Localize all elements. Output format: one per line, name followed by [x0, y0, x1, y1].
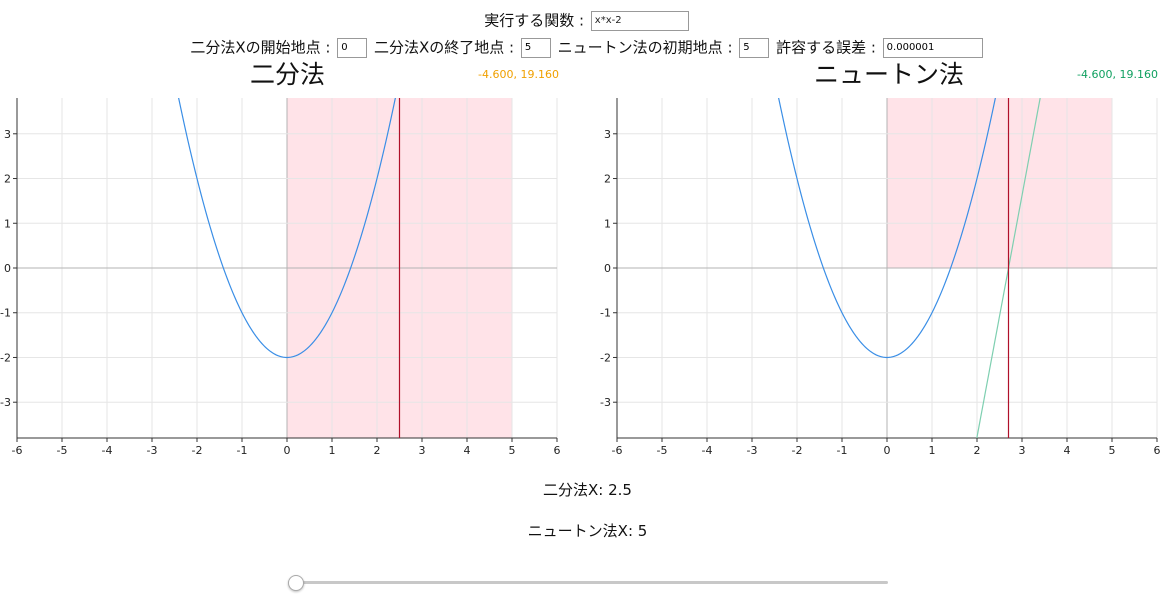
- x-tick-label: 6: [554, 444, 561, 457]
- x-tick-label: -3: [147, 444, 158, 457]
- y-tick-label: -3: [600, 396, 611, 409]
- x-tick-label: -6: [12, 444, 23, 457]
- x-tick-label: -5: [57, 444, 68, 457]
- x-tick-label: 6: [1154, 444, 1161, 457]
- bisect-result: 二分法X: 2.5: [543, 481, 632, 499]
- x-tick-label: 4: [1064, 444, 1071, 457]
- x-tick-label: 5: [1109, 444, 1116, 457]
- bisect-chart-title: 二分法: [250, 60, 326, 89]
- x-tick-label: -6: [612, 444, 623, 457]
- x-tick-label: -4: [702, 444, 713, 457]
- x-tick-label: 5: [509, 444, 516, 457]
- y-tick-label: 3: [604, 128, 611, 141]
- newton-chart[interactable]: -6 -5 -4 -3 -2 -1 0 1 2 3 4 5 6 3 2 1 0 -1 -2 -3: [600, 88, 1165, 458]
- x-tick-label: -3: [747, 444, 758, 457]
- tolerance-label: 許容する誤差 :: [776, 38, 876, 57]
- function-row: 実行する関数 :: [0, 9, 1175, 32]
- x-tick-label: 1: [929, 444, 936, 457]
- bisect-coord-readout: -4.600, 19.160: [478, 68, 559, 81]
- newton-result: ニュートン法X: 5: [527, 522, 648, 540]
- y-tick-label: 3: [4, 128, 11, 141]
- function-input[interactable]: [590, 10, 689, 31]
- x-tick-label: -1: [837, 444, 848, 457]
- y-tick-label: 0: [4, 262, 11, 275]
- y-tick-label: 1: [4, 217, 11, 230]
- newton-chart-title: ニュートン法: [814, 60, 965, 89]
- newton-init-input[interactable]: [739, 37, 770, 58]
- y-tick-label: -2: [0, 351, 11, 364]
- newton-init-label: ニュートン法の初期地点 :: [557, 38, 733, 57]
- x-tick-label: -4: [102, 444, 113, 457]
- bisect-start-input[interactable]: [337, 37, 368, 58]
- x-tick-label: -5: [657, 444, 668, 457]
- x-tick-label: 3: [1019, 444, 1026, 457]
- function-curve: [178, 98, 396, 359]
- x-tick-label: 4: [464, 444, 471, 457]
- x-tick-label: 1: [329, 444, 336, 457]
- y-tick-label: -1: [0, 307, 11, 320]
- x-tick-label: 2: [974, 444, 981, 457]
- function-label: 実行する関数 :: [484, 11, 585, 30]
- x-tick-label: -2: [192, 444, 203, 457]
- y-tick-label: 1: [604, 217, 611, 230]
- iteration-slider[interactable]: [288, 574, 888, 594]
- bisect-end-label: 二分法Xの終了地点 :: [374, 38, 515, 57]
- x-tick-label: -1: [237, 444, 248, 457]
- tolerance-input[interactable]: [882, 37, 983, 58]
- bisect-start-label: 二分法Xの開始地点 :: [190, 38, 331, 57]
- function-curve: [778, 98, 996, 359]
- slider-thumb[interactable]: [288, 575, 304, 591]
- shaded-interval: [887, 98, 1112, 268]
- bisect-chart[interactable]: -6 -5 -4 -3 -2 -1 0 1 2 3 4 5 6 3 2 1 0 -1 -2 -3: [0, 88, 565, 458]
- parameters-row: 二分法Xの開始地点 : 二分法Xの終了地点 : ニュートン法の初期地点 : 許容…: [0, 36, 1175, 59]
- y-tick-label: -2: [600, 351, 611, 364]
- y-tick-label: 0: [604, 262, 611, 275]
- newton-coord-readout: -4.600, 19.160: [1077, 68, 1158, 81]
- slider-track[interactable]: [288, 581, 888, 584]
- y-tick-label: 2: [4, 173, 11, 186]
- y-tick-label: -3: [0, 396, 11, 409]
- x-tick-label: 0: [884, 444, 891, 457]
- x-tick-label: 3: [419, 444, 426, 457]
- x-tick-label: -2: [792, 444, 803, 457]
- y-tick-label: 2: [604, 173, 611, 186]
- bisect-end-input[interactable]: [520, 37, 551, 58]
- x-tick-label: 2: [374, 444, 381, 457]
- y-tick-label: -1: [600, 307, 611, 320]
- x-tick-label: 0: [284, 444, 291, 457]
